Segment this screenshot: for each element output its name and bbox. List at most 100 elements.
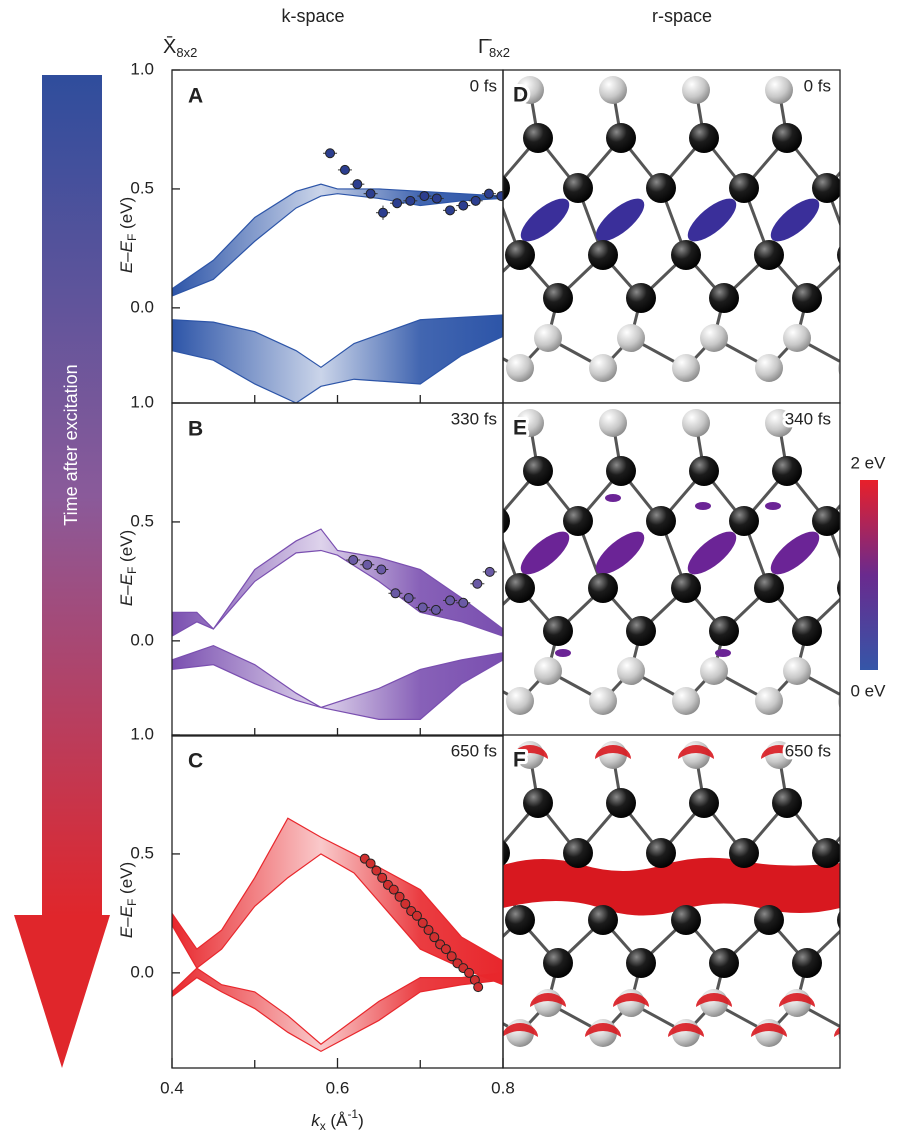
data-point (496, 191, 503, 202)
bond (455, 471, 495, 521)
atom (729, 506, 759, 536)
bond (455, 803, 495, 853)
isosurface (503, 1023, 538, 1037)
atom (765, 409, 793, 437)
isosurface (530, 993, 566, 1007)
data-point (352, 179, 363, 190)
atom (523, 456, 553, 486)
x-axis-label-part: (Å (326, 1111, 348, 1130)
isosurface (503, 857, 840, 916)
isosurface (770, 198, 820, 242)
atom (626, 283, 656, 313)
data-point (365, 188, 376, 199)
atom (838, 1025, 840, 1041)
atom (689, 788, 719, 818)
x-axis-label-part: ) (358, 1111, 364, 1130)
isosurface (585, 1023, 621, 1037)
r-space-time: 340 fs (785, 409, 831, 428)
atom (812, 506, 840, 536)
x-axis-label-part: k (311, 1111, 321, 1130)
r-space-panel (422, 70, 906, 403)
atom (783, 324, 811, 352)
atom (895, 173, 906, 203)
atom (460, 283, 490, 313)
atom (772, 788, 802, 818)
x-tick-label: 0.6 (326, 1078, 350, 1097)
y-axis-label: E–EF (eV) (117, 862, 139, 938)
atom (792, 948, 822, 978)
gamma-point-label: Γ̄8x2 (478, 36, 510, 60)
data-point (403, 593, 414, 604)
atom (729, 838, 759, 868)
data-point (417, 602, 428, 613)
atom (646, 838, 676, 868)
y-tick-label: 0.5 (130, 178, 154, 197)
bond (437, 255, 475, 298)
atom (837, 579, 840, 597)
plot-area (172, 528, 503, 720)
y-axis-label-part: E (117, 926, 136, 938)
atom (812, 838, 840, 868)
atom (506, 354, 534, 382)
atom (895, 506, 906, 536)
band-ribbon (172, 183, 503, 297)
band-ribbon (172, 528, 503, 637)
atom (755, 687, 783, 715)
atom (866, 324, 894, 352)
atom (516, 76, 544, 104)
isosurface (834, 1026, 840, 1037)
isosurface (695, 502, 711, 510)
atom (689, 123, 719, 153)
r-space-panel (440, 403, 906, 736)
bond (862, 90, 870, 138)
atom (422, 240, 452, 270)
atom (875, 283, 905, 313)
y-tick-label: 1.0 (130, 59, 154, 78)
atom (423, 1019, 451, 1047)
atom (505, 905, 535, 935)
atom (626, 948, 656, 978)
atom (440, 456, 470, 486)
data-point (423, 925, 434, 936)
data-point (339, 164, 350, 175)
data-point (390, 588, 401, 599)
isosurface (605, 494, 621, 502)
time-arrow-head (14, 915, 110, 1068)
isosurface (555, 649, 571, 657)
atom (754, 905, 784, 935)
bond (455, 138, 495, 188)
isosurface (765, 502, 781, 510)
atom (523, 123, 553, 153)
data-point (431, 193, 442, 204)
r-space-time: 0 fs (804, 76, 831, 95)
colorbar (860, 480, 878, 670)
k-space-header: k-space (281, 6, 344, 26)
atom (848, 741, 876, 769)
data-point (378, 207, 389, 218)
atom (855, 123, 885, 153)
atom (765, 76, 793, 104)
data-point (472, 578, 483, 589)
isosurface (862, 993, 898, 1007)
atom (503, 175, 510, 201)
isosurface (751, 1023, 787, 1037)
atom (588, 905, 618, 935)
isosurface (512, 745, 548, 759)
data-point (411, 910, 422, 921)
r-space-header: r-space (652, 6, 712, 26)
atom (671, 240, 701, 270)
atom (709, 948, 739, 978)
band-ribbon (172, 644, 503, 720)
data-point (430, 604, 441, 615)
bond (852, 338, 880, 368)
bond (852, 1003, 880, 1033)
atom (792, 283, 822, 313)
y-tick-label: 0.5 (130, 511, 154, 530)
isosurface (520, 198, 570, 242)
atom (672, 354, 700, 382)
bond (447, 755, 455, 803)
data-point (376, 564, 387, 575)
bond (447, 90, 455, 138)
data-point (394, 891, 405, 902)
